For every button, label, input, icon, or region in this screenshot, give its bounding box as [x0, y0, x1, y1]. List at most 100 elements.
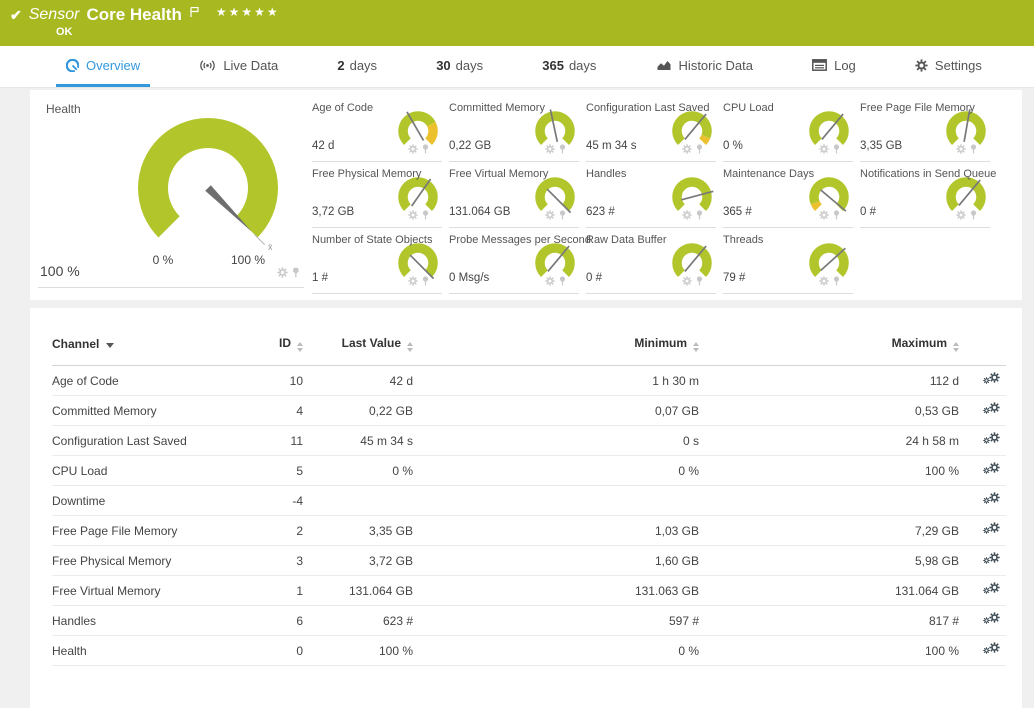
cell-id: 1 [258, 575, 303, 606]
gauge-title: Raw Data Buffer [586, 234, 667, 246]
tab-historic-data[interactable]: Historic Data [646, 46, 763, 87]
cell-last-value: 131.064 GB [303, 575, 413, 606]
cell-channel[interactable]: CPU Load [52, 455, 258, 486]
gear-icon[interactable] [408, 144, 418, 154]
gear-icon[interactable] [545, 144, 555, 154]
channel-settings-icon[interactable] [983, 372, 1000, 386]
pin-icon[interactable] [422, 210, 429, 220]
pin-icon[interactable] [696, 276, 703, 286]
table-row[interactable]: Committed Memory 4 0,22 GB 0,07 GB 0,53 … [52, 395, 1006, 426]
channel-settings-icon[interactable] [983, 462, 1000, 476]
pin-icon[interactable] [833, 210, 840, 220]
gear-icon[interactable] [956, 144, 966, 154]
cell-channel[interactable]: Downtime [52, 485, 258, 516]
gauge-value: 131.064 GB [449, 206, 511, 218]
table-row[interactable]: Configuration Last Saved 11 45 m 34 s 0 … [52, 425, 1006, 456]
gauge-block-raw-data-buffer: Raw Data Buffer 0 # [586, 232, 716, 294]
gauge-grid: Age of Code 42 d Committed Memory 0,22 G… [312, 100, 997, 298]
cell-channel[interactable]: Committed Memory [52, 395, 258, 426]
cell-channel[interactable]: Configuration Last Saved [52, 425, 258, 456]
pin-icon[interactable] [422, 144, 429, 154]
pin-icon[interactable] [833, 276, 840, 286]
pin-icon[interactable] [559, 144, 566, 154]
pin-icon[interactable] [422, 276, 429, 286]
cell-minimum: 0 s [413, 425, 699, 456]
tab-30-days[interactable]: 30 days [426, 46, 493, 87]
cell-minimum: 1,60 GB [413, 545, 699, 576]
priority-flag-icon[interactable] [190, 4, 199, 22]
gauge-block-maintenance-days: Maintenance Days 365 # [723, 166, 853, 228]
cell-channel[interactable]: Age of Code [52, 365, 258, 396]
gauge-value: 0 # [860, 206, 876, 218]
gauge-value: 0 % [723, 140, 743, 152]
cell-last-value: 100 % [303, 635, 413, 666]
column-header-id[interactable]: ID [258, 330, 303, 366]
table-row[interactable]: Free Virtual Memory 1 131.064 GB 131.063… [52, 575, 1006, 606]
gauge-value: 45 m 34 s [586, 140, 637, 152]
gear-icon[interactable] [545, 276, 555, 286]
status-badge: OK [56, 26, 73, 38]
tab-365-days[interactable]: 365 days [532, 46, 606, 87]
tab-live-data[interactable]: Live Data [189, 46, 288, 87]
favorite-stars[interactable]: ★★★★★ [215, 5, 280, 19]
column-header-channel[interactable]: Channel [52, 330, 258, 366]
tab-overview[interactable]: Overview [56, 46, 151, 87]
gear-icon[interactable] [819, 144, 829, 154]
gauge-title: CPU Load [723, 102, 774, 114]
sort-icon[interactable] [953, 342, 959, 352]
pin-icon[interactable] [970, 210, 977, 220]
pin-icon[interactable] [696, 144, 703, 154]
channel-settings-icon[interactable] [983, 552, 1000, 566]
tab-log[interactable]: Log [802, 46, 866, 87]
sort-icon[interactable] [407, 342, 413, 352]
table-row[interactable]: Downtime -4 [52, 485, 1006, 516]
cell-channel[interactable]: Handles [52, 605, 258, 636]
channel-settings-icon[interactable] [983, 642, 1000, 656]
pin-icon[interactable] [833, 144, 840, 154]
tab-settings[interactable]: Settings [905, 46, 992, 87]
channel-settings-icon[interactable] [983, 402, 1000, 416]
gear-icon[interactable] [408, 276, 418, 286]
table-row[interactable]: Free Page File Memory 2 3,35 GB 1,03 GB … [52, 515, 1006, 546]
gauge-value: 365 # [723, 206, 752, 218]
column-header-last-value[interactable]: Last Value [303, 330, 413, 366]
cell-channel[interactable]: Free Virtual Memory [52, 575, 258, 606]
channel-settings-icon[interactable] [983, 492, 1000, 506]
pin-icon[interactable] [559, 276, 566, 286]
tab-2-days[interactable]: 2 days [327, 46, 387, 87]
table-row[interactable]: Handles 6 623 # 597 # 817 # [52, 605, 1006, 636]
cell-channel[interactable]: Free Page File Memory [52, 515, 258, 546]
cell-minimum: 1,03 GB [413, 515, 699, 546]
gauge-dial [388, 171, 446, 224]
pin-icon[interactable] [559, 210, 566, 220]
channel-settings-icon[interactable] [983, 612, 1000, 626]
channel-settings-icon[interactable] [983, 522, 1000, 536]
sort-icon[interactable] [693, 342, 699, 352]
pin-icon[interactable] [970, 144, 977, 154]
chart-icon [656, 59, 672, 71]
gear-icon[interactable] [956, 210, 966, 220]
pin-icon[interactable] [696, 210, 703, 220]
column-header-maximum[interactable]: Maximum [699, 330, 959, 366]
sort-icon[interactable] [297, 342, 303, 352]
cell-channel[interactable]: Health [52, 635, 258, 666]
cell-channel[interactable]: Free Physical Memory [52, 545, 258, 576]
gauge-dial [388, 105, 446, 158]
gear-icon[interactable] [408, 210, 418, 220]
column-header-minimum[interactable]: Minimum [413, 330, 699, 366]
gear-icon[interactable] [819, 210, 829, 220]
channel-settings-icon[interactable] [983, 582, 1000, 596]
gear-icon[interactable] [682, 210, 692, 220]
table-row[interactable]: CPU Load 5 0 % 0 % 100 % [52, 455, 1006, 486]
gear-icon[interactable] [277, 267, 288, 278]
gear-icon[interactable] [682, 276, 692, 286]
channel-settings-icon[interactable] [983, 432, 1000, 446]
table-row[interactable]: Health 0 100 % 0 % 100 % [52, 635, 1006, 666]
table-row[interactable]: Free Physical Memory 3 3,72 GB 1,60 GB 5… [52, 545, 1006, 576]
table-row[interactable]: Age of Code 10 42 d 1 h 30 m 112 d [52, 365, 1006, 396]
gear-icon[interactable] [545, 210, 555, 220]
pin-icon[interactable] [292, 267, 300, 278]
gear-icon[interactable] [682, 144, 692, 154]
cell-maximum: 24 h 58 m [699, 425, 959, 456]
gear-icon[interactable] [819, 276, 829, 286]
